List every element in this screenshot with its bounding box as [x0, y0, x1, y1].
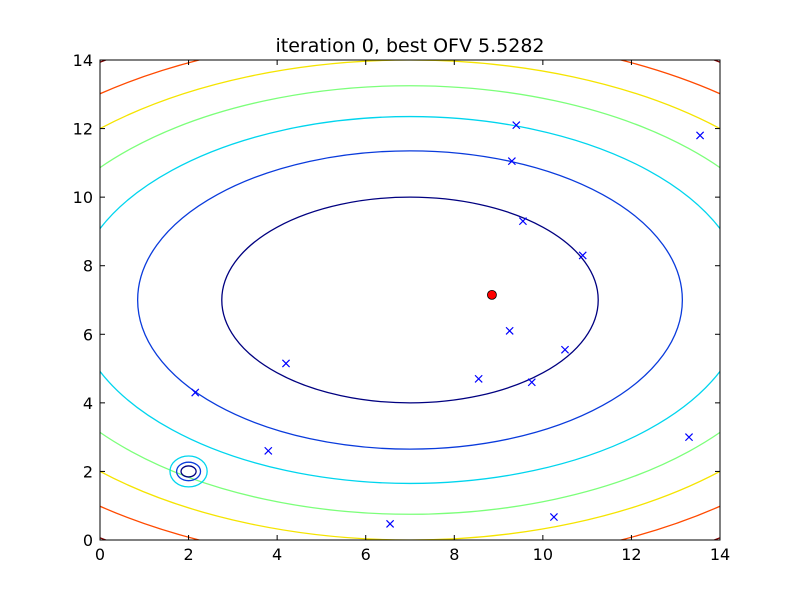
sample-point-1 — [512, 121, 521, 130]
x-tick-label: 6 — [361, 545, 371, 564]
sample-point-13 — [684, 433, 694, 442]
x-tick-label: 4 — [272, 545, 282, 564]
chart-title: iteration 0, best OFV 5.5282 — [275, 35, 544, 57]
best-point — [487, 289, 497, 300]
sample-point-3 — [507, 157, 516, 166]
contour-level-3 — [100, 115, 720, 485]
contour-level-4 — [100, 85, 720, 515]
sample-point-10 — [527, 378, 536, 387]
sample-point-9 — [474, 374, 483, 383]
sample-point-4 — [518, 217, 527, 226]
sample-point-2 — [696, 131, 705, 140]
plot-area — [100, 60, 720, 540]
x-tick-label: 2 — [183, 545, 193, 564]
sample-points — [191, 121, 705, 528]
contour-lines — [100, 60, 720, 540]
y-tick-label: 2 — [83, 462, 93, 481]
contour-level-1 — [221, 196, 599, 404]
sample-point-6 — [505, 326, 514, 335]
sample-point-15 — [549, 513, 558, 522]
sample-point-14 — [386, 519, 395, 528]
y-tick-label: 8 — [83, 257, 93, 276]
y-axis: 0 2 4 6 8 10 12 14 — [73, 51, 720, 550]
x-tick-label: 14 — [710, 545, 730, 564]
y-tick-label: 14 — [73, 51, 93, 70]
well-contour-2 — [175, 461, 202, 482]
plot-frame — [99, 59, 721, 541]
well-contour-3 — [169, 455, 208, 488]
x-tick-label: 10 — [533, 545, 553, 564]
sample-point-12 — [264, 446, 273, 455]
y-tick-label: 0 — [83, 531, 93, 550]
sample-point-5 — [578, 251, 587, 260]
y-tick-label: 10 — [73, 188, 93, 207]
well-contour-1 — [180, 465, 197, 478]
x-axis: 0 2 4 6 8 10 12 14 — [95, 60, 730, 564]
y-tick-label: 4 — [83, 394, 93, 413]
sample-point-11 — [191, 388, 200, 397]
contour-level-2 — [136, 150, 684, 450]
x-tick-label: 0 — [95, 545, 105, 564]
x-tick-label: 12 — [621, 545, 641, 564]
best-point-group — [487, 289, 497, 300]
sample-point-7 — [560, 345, 570, 354]
x-tick-label: 8 — [449, 545, 459, 564]
sample-point-8 — [281, 359, 291, 368]
y-tick-label: 6 — [83, 325, 93, 344]
y-tick-label: 12 — [73, 120, 93, 139]
